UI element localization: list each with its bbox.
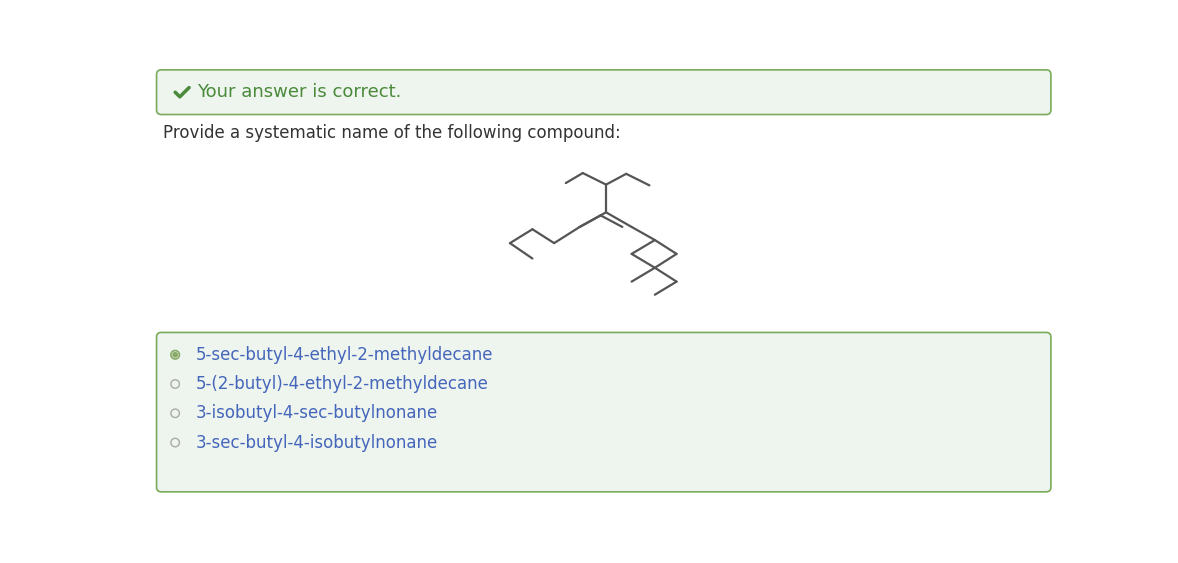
FancyBboxPatch shape xyxy=(157,70,1051,114)
Circle shape xyxy=(173,352,178,357)
Text: Provide a systematic name of the following compound:: Provide a systematic name of the followi… xyxy=(163,124,621,142)
Text: Your answer is correct.: Your answer is correct. xyxy=(197,83,402,101)
Text: 3-isobutyl-4-sec-butylnonane: 3-isobutyl-4-sec-butylnonane xyxy=(196,404,437,422)
FancyBboxPatch shape xyxy=(157,332,1051,492)
Text: 5-sec-butyl-4-ethyl-2-methyldecane: 5-sec-butyl-4-ethyl-2-methyldecane xyxy=(196,346,492,364)
Text: 5-(2-butyl)-4-ethyl-2-methyldecane: 5-(2-butyl)-4-ethyl-2-methyldecane xyxy=(196,375,488,393)
Text: 3-sec-butyl-4-isobutylnonane: 3-sec-butyl-4-isobutylnonane xyxy=(196,434,437,452)
